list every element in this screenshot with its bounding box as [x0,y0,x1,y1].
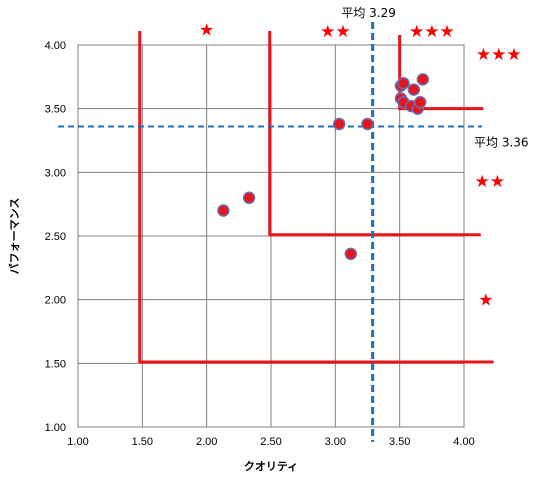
data-point [242,191,256,205]
star-rank-mark: ★ [478,291,493,311]
rank-boundary-line [268,30,481,237]
data-point [397,76,410,90]
x-axis-tick-labels: 1.00 1.50 2.00 2.50 3.00 3.50 4.00 [67,436,474,448]
y-tick-label: 2.50 [45,231,66,243]
rank-boundary-line [398,34,484,111]
star-rank-mark: ★★ [474,172,504,192]
data-point [344,247,358,261]
data-point [332,117,346,131]
star-rank-mark: ★ [199,21,214,41]
x-tick-label: 1.50 [132,436,153,448]
average-lines [58,22,482,442]
star-rank-mark: ★★ [320,22,350,42]
star-rank-mark: ★★★ [409,22,455,42]
star-rank-marks: ★ ★★ ★★★★★★★★★ [199,21,522,311]
y-tick-label: 3.50 [45,104,66,116]
y-tick-label: 1.00 [45,422,66,434]
x-tick-label: 4.00 [453,436,474,448]
x-tick-label: 3.00 [325,436,346,448]
x-tick-label: 2.50 [260,436,281,448]
x-axis-title: クオリティ [244,460,298,473]
data-point [416,73,430,86]
y-tick-label: 2.00 [45,295,66,307]
y-axis-title: パフォーマンス [8,198,21,275]
x-tick-label: 1.00 [67,436,88,448]
y-axis-tick-labels: 1.00 1.50 2.00 2.50 3.00 3.50 4.00 [45,40,66,434]
x-tick-label: 2.00 [196,436,217,448]
y-average-label: 平均 3.36 [474,135,529,149]
data-point [361,117,374,131]
data-points [217,73,430,261]
data-point [217,204,230,217]
y-tick-label: 3.00 [45,167,66,179]
x-tick-label: 3.50 [389,436,410,448]
rank-boundary-line [138,30,494,364]
y-tick-label: 4.00 [45,40,66,52]
rank-boundary-lines [138,30,494,364]
data-point [407,83,421,96]
x-average-label: 平均 3.29 [341,6,396,20]
y-tick-label: 1.50 [45,358,66,370]
data-point [414,96,427,109]
star-rank-mark: ★★★ [476,45,522,65]
